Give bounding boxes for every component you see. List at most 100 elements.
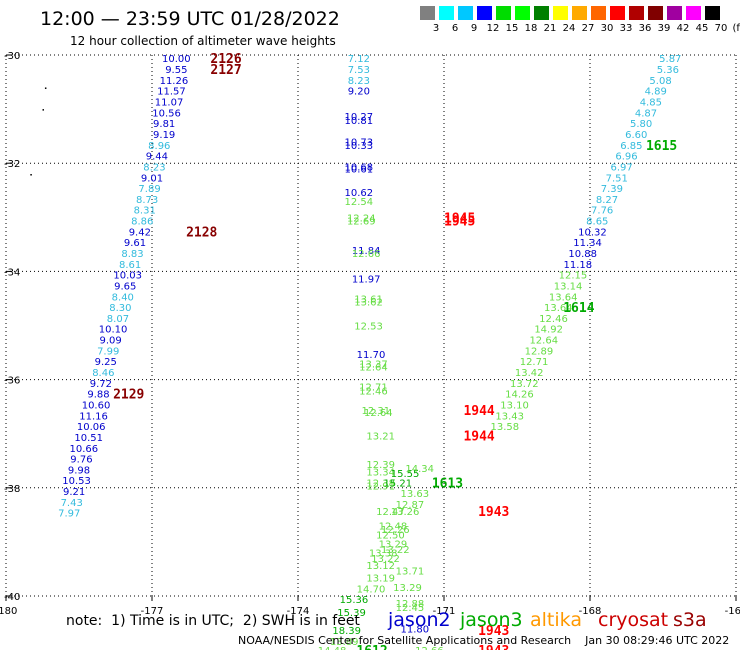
wave-height-point: 9.72 — [90, 379, 112, 390]
wave-height-point: 12.15 — [559, 271, 588, 282]
wave-height-point: 12.54 — [345, 197, 374, 208]
wave-height-point: 4.89 — [645, 87, 667, 98]
wave-height-point: 12.39 — [366, 460, 395, 471]
wave-height-point: 10.10 — [99, 325, 128, 336]
wave-height-point: 13.71 — [396, 567, 425, 578]
wave-height-point: 14.70 — [357, 584, 386, 595]
x-tick-label: -174 — [287, 606, 310, 617]
wave-height-point: 7.89 — [138, 184, 160, 195]
wave-height-point: 13.58 — [491, 422, 520, 433]
scale-label: (ft) — [732, 23, 740, 34]
y-tick-label: -38 — [4, 484, 20, 495]
wave-height-point: 8.27 — [596, 195, 618, 206]
x-tick-label: -177 — [141, 606, 164, 617]
wave-height-point: 9.09 — [100, 336, 122, 347]
wave-height-point: 12.48 — [379, 522, 408, 533]
wave-height-point: 8.23 — [143, 162, 165, 173]
wave-height-point: 13.29 — [393, 583, 422, 594]
wave-height-point: 9.21 — [63, 487, 85, 498]
wave-height-point: 7.97 — [58, 509, 80, 520]
scale-label: 39 — [657, 23, 671, 34]
wave-height-point: 15.21 — [383, 478, 412, 489]
wave-height-point: 12.46 — [539, 314, 568, 325]
scale-label: 3 — [432, 23, 440, 34]
scale-label: 33 — [619, 23, 633, 34]
scale-label: 27 — [581, 23, 595, 34]
wave-height-point: 10.88 — [568, 249, 597, 260]
legend-sat-1: jason3 — [460, 609, 523, 631]
wave-height-point: 13.38 — [369, 549, 398, 560]
wave-height-point: 4.87 — [635, 108, 657, 119]
chart-title: 12:00 — 23:59 UTC 01/28/2022 — [40, 8, 340, 30]
scale-label: 70 — [714, 23, 728, 34]
scale-label: 45 — [695, 23, 709, 34]
wave-height-point: 13.22 — [371, 554, 400, 565]
time-label: 1945 — [444, 211, 475, 226]
time-label: 1612 — [356, 644, 387, 650]
wave-height-point: 12.66 — [352, 249, 381, 260]
scale-label: 15 — [505, 23, 519, 34]
time-label: 2128 — [186, 225, 217, 240]
wave-height-point: 10.60 — [82, 400, 111, 411]
y-tick-label: -32 — [4, 159, 20, 170]
wave-height-point: 9.61 — [124, 238, 146, 249]
wave-height-point: 12.50 — [376, 530, 405, 541]
wave-height-point: 11.97 — [352, 274, 381, 285]
wave-height-point: 10.56 — [152, 108, 181, 119]
wave-height-point: 5.80 — [630, 119, 652, 130]
wave-height-point: 12.64 — [529, 336, 558, 347]
wave-height-point: 8.83 — [121, 249, 143, 260]
wave-height-point: 10.33 — [345, 141, 374, 152]
scale-swatch — [420, 6, 435, 20]
wave-height-point: 7.12 — [348, 54, 370, 65]
wave-height-point: 11.18 — [564, 260, 593, 271]
scale-label: 24 — [562, 23, 576, 34]
wave-height-point: 8.46 — [92, 368, 114, 379]
wave-height-point: 11.84 — [352, 246, 381, 257]
wave-height-point: 13.42 — [515, 368, 544, 379]
wave-height-point: 13.37 — [359, 359, 388, 370]
time-label: 1613 — [432, 476, 463, 491]
wave-height-point: 7.43 — [61, 498, 83, 509]
wave-height-point: 12.71 — [359, 383, 388, 394]
wave-height-point: 9.19 — [153, 130, 175, 141]
legend-sat-0: jason2 — [388, 609, 451, 631]
wave-height-point: 12.71 — [520, 357, 549, 368]
data-dot — [30, 174, 32, 176]
wave-height-point: 7.76 — [591, 206, 613, 217]
time-label: 2129 — [113, 388, 144, 403]
wave-height-point: 14.48 — [318, 646, 347, 650]
scale-swatch — [553, 6, 568, 20]
wave-height-point: 12.64 — [359, 363, 388, 374]
scale-swatch — [477, 6, 492, 20]
wave-height-point: 12.88 — [396, 599, 425, 610]
wave-height-point: 13.21 — [366, 431, 395, 442]
wave-height-point: 12.69 — [347, 217, 376, 228]
scale-label: 21 — [543, 23, 557, 34]
scale-label: 30 — [600, 23, 614, 34]
wave-height-point: 10.53 — [62, 476, 91, 487]
scale-swatch — [534, 6, 549, 20]
y-tick-label: -40 — [4, 592, 20, 603]
wave-height-point: 15.55 — [391, 469, 420, 480]
wave-height-point: 9.20 — [348, 87, 370, 98]
wave-height-point: 13.64 — [544, 303, 573, 314]
wave-height-point: 13.43 — [495, 411, 524, 422]
wave-height-point: 10.51 — [74, 433, 103, 444]
y-tick-label: -30 — [4, 51, 20, 62]
wave-height-point: 7.99 — [97, 346, 119, 357]
wave-height-point: 15.36 — [340, 595, 369, 606]
x-tick-label: -180 — [0, 606, 17, 617]
scale-swatch — [458, 6, 473, 20]
wave-height-point: 6.96 — [615, 152, 637, 163]
scale-swatch — [667, 6, 682, 20]
wave-height-point: 11.07 — [155, 98, 184, 109]
x-tick-label: -168 — [579, 606, 602, 617]
wave-height-point: 8.31 — [134, 206, 156, 217]
time-label: 1945 — [444, 215, 475, 230]
wave-height-point: 13.12 — [366, 561, 395, 572]
time-label: 1944 — [463, 404, 494, 419]
wave-height-point: 12.45 — [396, 603, 425, 614]
wave-height-point: 12.38 — [366, 478, 395, 489]
